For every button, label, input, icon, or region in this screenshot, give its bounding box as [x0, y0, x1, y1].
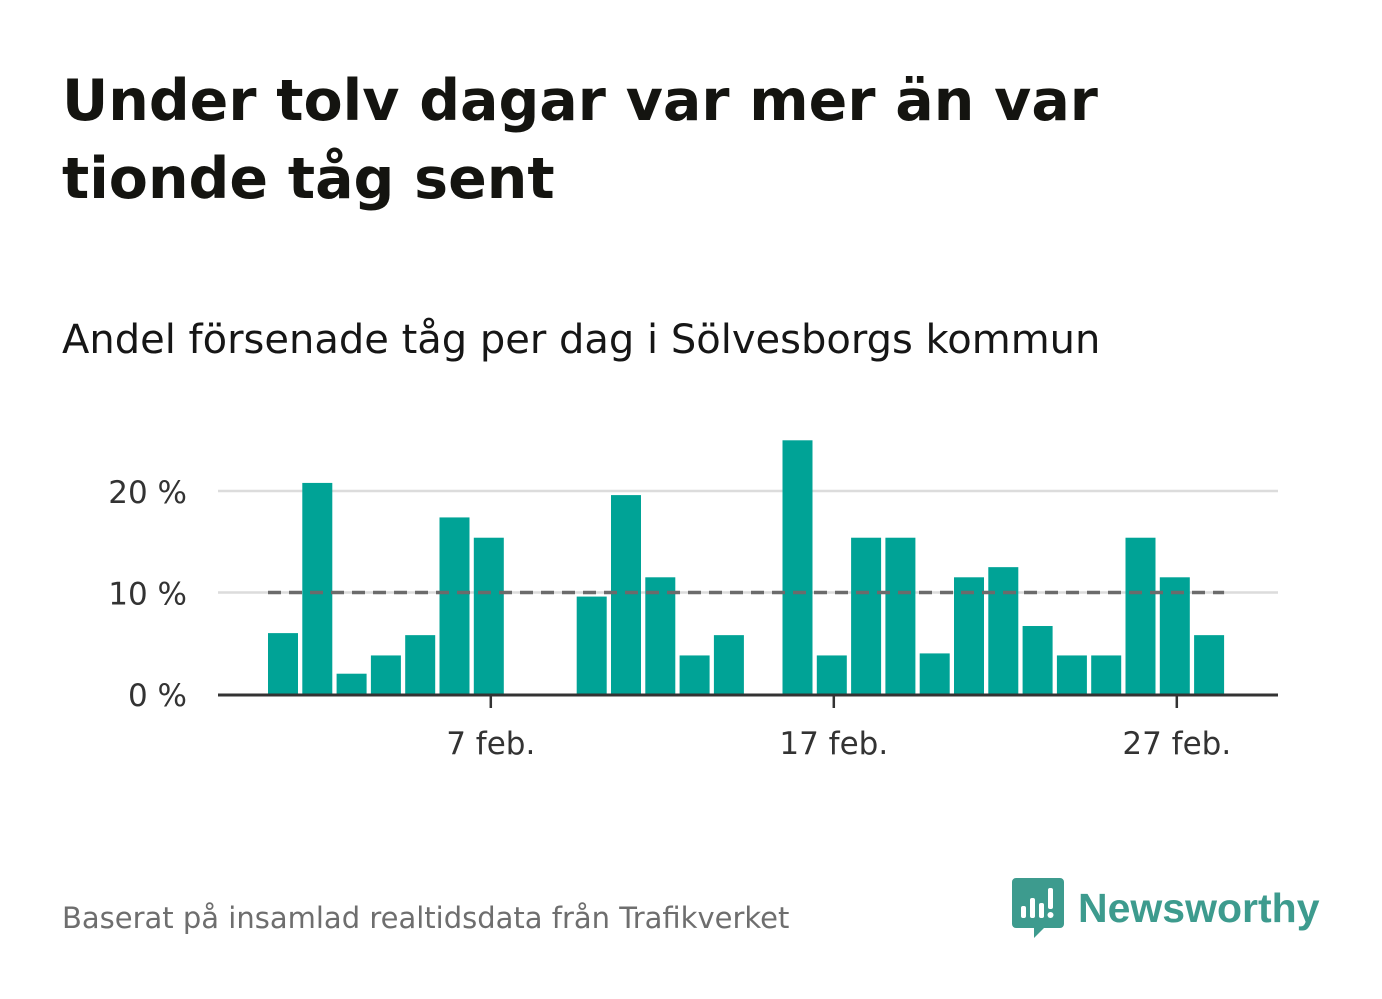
- bar: [611, 495, 641, 694]
- bar: [851, 537, 882, 694]
- y-tick-label: 10 %: [108, 577, 187, 613]
- chart-subtitle: Andel försenade tåg per dag i Sölvesborg…: [62, 317, 1101, 363]
- bar: [885, 537, 916, 694]
- bar: [988, 567, 1019, 694]
- x-tick-label: 7 feb.: [446, 726, 535, 762]
- bar: [1022, 626, 1053, 694]
- tick-labels: 0 % 10 % 20 % 7 feb. 17 feb. 27 feb.: [108, 475, 1231, 762]
- bar: [1194, 635, 1225, 694]
- bar: [370, 655, 401, 694]
- bar: [782, 440, 813, 694]
- bar: [645, 577, 676, 694]
- bar: [816, 655, 847, 694]
- newsworthy-logo-icon: [1012, 878, 1064, 938]
- gridlines: [218, 489, 1278, 594]
- y-tick-label: 0 %: [128, 678, 187, 714]
- brand-logo: Newsworthy: [1010, 876, 1320, 940]
- x-tick-label: 17 feb.: [779, 726, 888, 762]
- bar: [1091, 655, 1122, 694]
- x-tick-label: 27 feb.: [1122, 726, 1231, 762]
- bars: [268, 440, 1225, 694]
- bar: [473, 537, 504, 694]
- bar: [713, 635, 744, 694]
- chart-title: Under tolv dagar var mer än var tionde t…: [62, 68, 1098, 212]
- bar: [1159, 577, 1190, 694]
- bar: [919, 653, 950, 694]
- bar: [439, 517, 470, 694]
- bar: [576, 596, 607, 694]
- bar: [268, 633, 298, 694]
- bar: [1056, 655, 1087, 694]
- bar: [302, 482, 333, 694]
- bar: [336, 673, 367, 694]
- bar: [1125, 537, 1156, 694]
- bar: [405, 635, 436, 694]
- brand-name: Newsworthy: [1078, 884, 1320, 931]
- y-tick-label: 20 %: [108, 475, 187, 511]
- axes: [218, 693, 1278, 708]
- bar: [954, 577, 984, 694]
- bar: [679, 655, 710, 694]
- source-note: Baserat på insamlad realtidsdata från Tr…: [62, 901, 790, 935]
